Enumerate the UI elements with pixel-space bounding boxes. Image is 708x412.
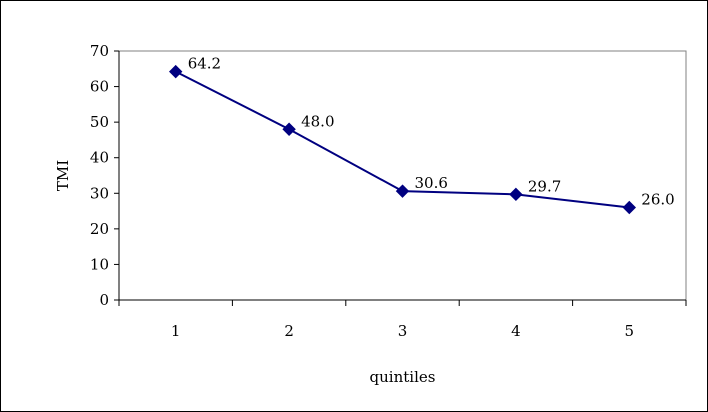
y-tick-label: 0	[99, 291, 109, 309]
x-tick-label: 4	[511, 322, 521, 340]
y-tick-label: 20	[90, 220, 109, 238]
y-tick-label: 30	[90, 184, 109, 202]
y-tick-label: 50	[90, 113, 109, 131]
plot-area	[118, 50, 687, 301]
data-label: 26.0	[641, 191, 674, 209]
data-point-marker	[622, 200, 637, 215]
data-label: 64.2	[188, 55, 221, 73]
data-labels: 64.2 48.0 30.6 29.7 26.0	[188, 55, 675, 209]
data-point-marker	[282, 122, 296, 136]
x-tick-label: 5	[625, 322, 635, 340]
series-markers	[168, 64, 637, 215]
y-tick-label: 70	[90, 42, 109, 60]
data-point-marker	[395, 184, 410, 198]
y-tick-label: 40	[90, 149, 109, 167]
y-tick-label: 60	[90, 78, 109, 96]
data-point-marker	[168, 64, 183, 79]
y-axis-ticks: 0 10 20 30 40 50 60 70	[90, 42, 119, 309]
x-axis-ticks: 1 2 3 4 5	[118, 300, 687, 340]
x-tick-label: 1	[171, 322, 181, 340]
x-axis-title: quintiles	[370, 368, 436, 386]
data-label: 48.0	[301, 112, 334, 130]
x-tick-label: 3	[398, 322, 408, 340]
data-label: 29.7	[528, 177, 561, 195]
data-label: 30.6	[415, 174, 448, 192]
x-tick-label: 2	[284, 322, 294, 340]
y-tick-label: 10	[90, 255, 109, 273]
data-point-marker	[509, 187, 523, 202]
y-axis-title: TMI	[54, 160, 72, 191]
